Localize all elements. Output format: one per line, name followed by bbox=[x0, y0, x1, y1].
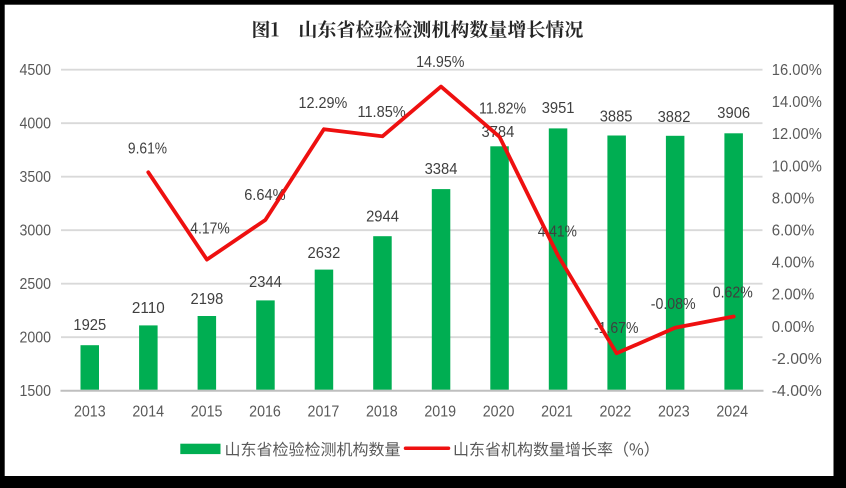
svg-text:6.64%: 6.64% bbox=[244, 187, 285, 204]
svg-text:2632: 2632 bbox=[308, 245, 341, 262]
svg-text:4.17%: 4.17% bbox=[190, 221, 230, 238]
svg-text:2019: 2019 bbox=[424, 404, 456, 421]
svg-text:0.00%: 0.00% bbox=[772, 319, 815, 336]
svg-text:14.95%: 14.95% bbox=[416, 54, 464, 71]
svg-text:12.29%: 12.29% bbox=[299, 95, 348, 112]
svg-text:8.00%: 8.00% bbox=[772, 190, 815, 207]
svg-text:2016: 2016 bbox=[249, 404, 281, 421]
svg-text:2.00%: 2.00% bbox=[772, 287, 815, 304]
svg-text:2023: 2023 bbox=[658, 404, 690, 421]
svg-text:4.00%: 4.00% bbox=[772, 255, 815, 272]
svg-text:2014: 2014 bbox=[132, 404, 164, 421]
svg-text:2000: 2000 bbox=[20, 330, 52, 347]
svg-text:2015: 2015 bbox=[191, 404, 223, 421]
svg-text:3906: 3906 bbox=[717, 105, 750, 122]
svg-text:-0.08%: -0.08% bbox=[651, 296, 696, 313]
svg-text:2020: 2020 bbox=[483, 404, 515, 421]
svg-text:-2.00%: -2.00% bbox=[772, 351, 822, 368]
svg-text:3882: 3882 bbox=[658, 109, 691, 126]
svg-text:3500: 3500 bbox=[20, 169, 52, 186]
svg-text:1925: 1925 bbox=[73, 317, 106, 334]
svg-text:3384: 3384 bbox=[425, 161, 458, 178]
svg-text:2022: 2022 bbox=[600, 404, 632, 421]
svg-text:14.00%: 14.00% bbox=[772, 94, 822, 111]
svg-text:2110: 2110 bbox=[132, 300, 165, 317]
svg-text:3000: 3000 bbox=[20, 223, 52, 240]
svg-text:-4.00%: -4.00% bbox=[772, 383, 822, 400]
svg-text:2013: 2013 bbox=[74, 404, 106, 421]
svg-text:2198: 2198 bbox=[191, 291, 224, 308]
svg-text:1500: 1500 bbox=[20, 383, 52, 400]
svg-text:0.62%: 0.62% bbox=[713, 284, 753, 301]
svg-text:2500: 2500 bbox=[20, 276, 52, 293]
svg-text:2021: 2021 bbox=[541, 404, 573, 421]
svg-text:4500: 4500 bbox=[20, 62, 52, 79]
svg-text:12.00%: 12.00% bbox=[772, 126, 822, 143]
svg-text:4000: 4000 bbox=[20, 116, 52, 133]
svg-text:2018: 2018 bbox=[366, 404, 398, 421]
svg-text:16.00%: 16.00% bbox=[772, 62, 822, 79]
svg-text:3951: 3951 bbox=[542, 100, 575, 117]
svg-text:10.00%: 10.00% bbox=[772, 158, 822, 175]
svg-text:2017: 2017 bbox=[308, 404, 340, 421]
svg-text:2344: 2344 bbox=[249, 274, 282, 291]
svg-text:11.82%: 11.82% bbox=[479, 100, 526, 117]
svg-text:3885: 3885 bbox=[600, 108, 633, 125]
svg-text:2024: 2024 bbox=[716, 404, 748, 421]
svg-text:9.61%: 9.61% bbox=[128, 140, 167, 157]
svg-text:2944: 2944 bbox=[366, 208, 399, 225]
svg-text:11.85%: 11.85% bbox=[357, 104, 405, 121]
svg-text:6.00%: 6.00% bbox=[772, 223, 815, 240]
